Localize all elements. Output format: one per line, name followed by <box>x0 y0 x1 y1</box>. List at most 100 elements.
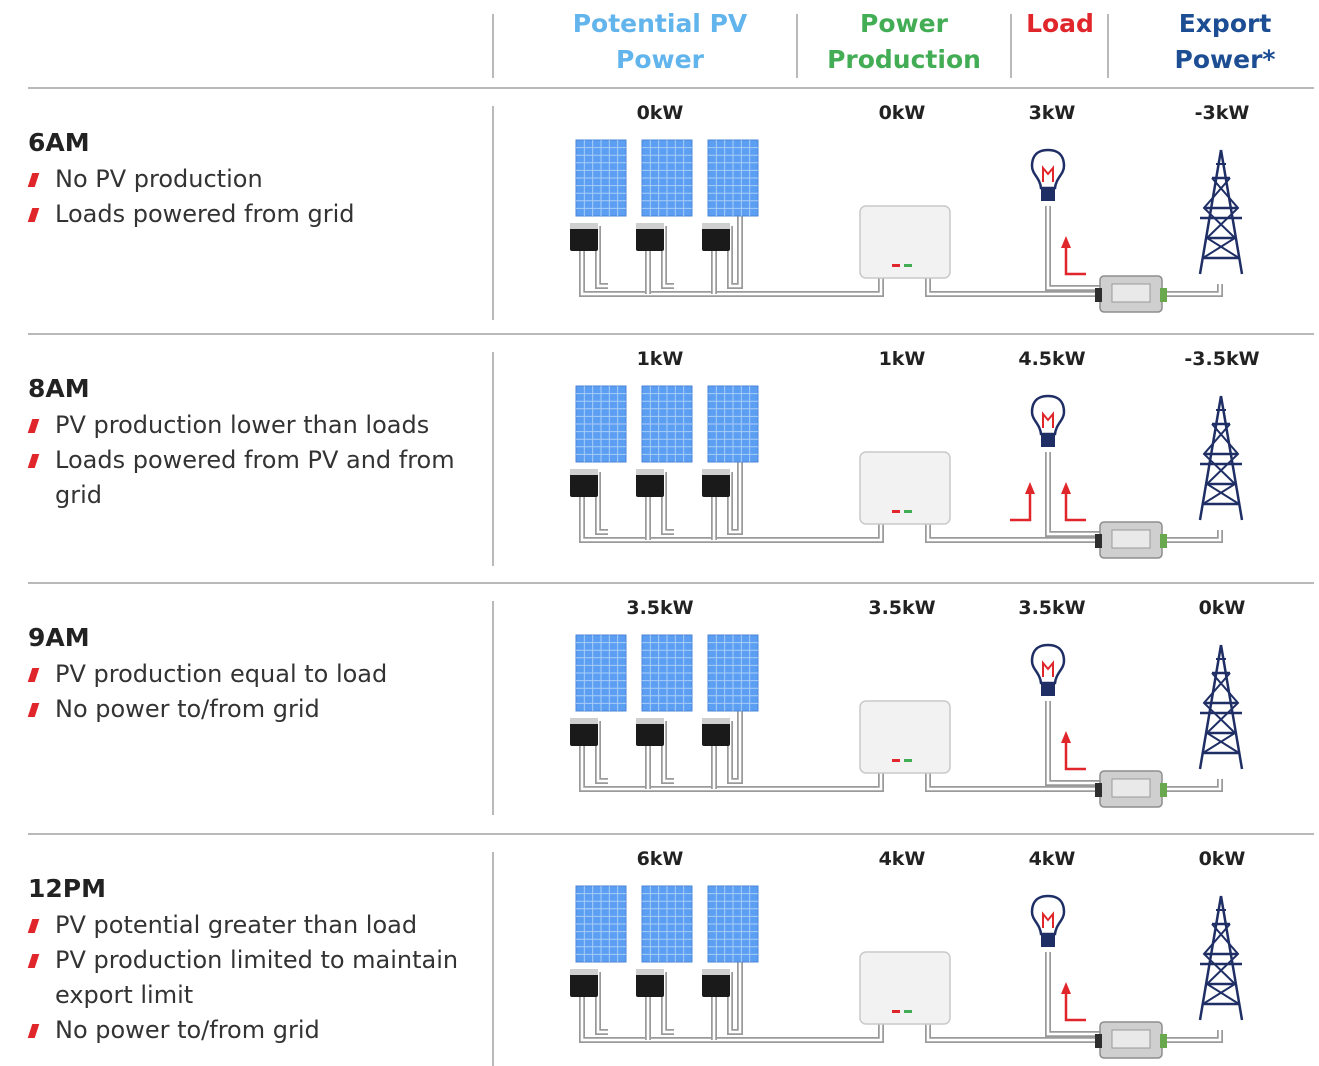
value-load: 3kW <box>1028 102 1076 124</box>
inverter-icon <box>859 951 951 1025</box>
inverter-icon <box>859 451 951 525</box>
wire <box>580 721 883 791</box>
value-potential: 0kW <box>636 102 684 124</box>
flow-arrow-icon <box>1061 236 1086 276</box>
bullet-marker-icon <box>27 668 40 682</box>
bullet-text: Loads powered from PV and from grid <box>55 446 455 509</box>
row-bullet-list: PV potential greater than load PV product… <box>27 908 468 1048</box>
row-vertical-divider <box>492 852 494 1066</box>
wire <box>595 721 608 784</box>
value-potential: 3.5kW <box>626 597 694 619</box>
solar-panel-icon <box>707 885 759 963</box>
solar-panel-icon <box>707 139 759 217</box>
row-bullet-list: No PV production Loads powered from grid <box>27 162 468 232</box>
energy-meter-icon <box>1095 275 1167 313</box>
wire <box>1160 1030 1222 1042</box>
transmission-tower-icon <box>1198 644 1244 770</box>
transmission-tower-icon <box>1198 395 1244 521</box>
energy-meter-icon <box>1095 1021 1167 1059</box>
solar-panel-icon <box>575 385 627 463</box>
wire <box>1045 206 1106 291</box>
value-export: 0kW <box>1198 597 1246 619</box>
bullet-text: PV potential greater than load <box>55 911 418 939</box>
wire <box>1046 206 1106 290</box>
bullet-text: PV production limited to maintain export… <box>55 946 459 1009</box>
bullet-item: PV potential greater than load <box>27 908 468 943</box>
power-optimizer-icon <box>570 223 598 251</box>
bullet-text: No power to/from grid <box>55 1016 320 1044</box>
wire <box>595 472 608 535</box>
power-optimizer-icon <box>570 969 598 997</box>
header-load: Load <box>1015 6 1105 42</box>
header-power-production: Power Production <box>814 6 994 78</box>
solar-panel-icon <box>641 139 693 217</box>
wire <box>1160 779 1223 792</box>
transmission-tower-icon <box>1198 149 1244 275</box>
bullet-marker-icon <box>27 703 40 717</box>
header-divider <box>492 14 494 78</box>
transmission-tower-icon <box>1198 895 1244 1021</box>
bullet-item: Loads powered from PV and from grid <box>27 443 468 513</box>
bullet-item: PV production equal to load <box>27 657 468 692</box>
header-export-line1: Export <box>1178 9 1272 38</box>
value-load: 3.5kW <box>1018 597 1086 619</box>
value-production: 4kW <box>878 848 926 870</box>
system-diagram <box>570 139 1244 313</box>
power-optimizer-icon <box>702 969 730 997</box>
wire <box>1045 452 1106 537</box>
wire <box>926 1024 1106 1042</box>
header-production-line2: Production <box>827 45 981 74</box>
row-bullet-list: PV production equal to load No power to/f… <box>27 657 468 727</box>
wire <box>926 524 1106 542</box>
light-bulb-icon <box>1030 394 1066 447</box>
wire <box>926 773 1106 791</box>
bullet-text: No PV production <box>55 165 263 193</box>
value-potential: 6kW <box>636 848 684 870</box>
bullet-item: PV production limited to maintain export… <box>27 943 468 1013</box>
system-diagram <box>570 634 1244 808</box>
header-potential-line1: Potential PV <box>572 9 748 38</box>
flow-arrow-icon <box>1061 982 1086 1022</box>
power-optimizer-icon <box>570 718 598 746</box>
solar-panel-icon <box>575 139 627 217</box>
solar-panel-icon <box>575 885 627 963</box>
row-divider <box>28 333 1314 335</box>
row-time-label: 9AM <box>28 623 90 652</box>
bullet-marker-icon <box>27 954 40 968</box>
row-vertical-divider <box>492 601 494 815</box>
light-bulb-icon <box>1030 894 1066 947</box>
bullet-item: No power to/from grid <box>27 1013 468 1048</box>
solar-panel-icon <box>641 885 693 963</box>
power-optimizer-icon <box>702 223 730 251</box>
inverter-icon <box>859 700 951 774</box>
header-export-line2: Power* <box>1174 45 1276 74</box>
wire <box>1160 284 1222 296</box>
bullet-marker-icon <box>27 919 40 933</box>
wire <box>580 226 883 296</box>
row-divider <box>28 87 1314 89</box>
value-export: 0kW <box>1198 848 1246 870</box>
power-optimizer-icon <box>636 718 664 746</box>
wire <box>1160 530 1222 542</box>
wire <box>1045 701 1106 786</box>
header-divider <box>1010 14 1012 78</box>
solar-panel-icon <box>641 385 693 463</box>
row-vertical-divider <box>492 106 494 320</box>
flow-arrow-icon <box>1061 482 1086 522</box>
wire <box>1046 952 1106 1036</box>
bullet-text: No power to/from grid <box>55 695 320 723</box>
value-production: 3.5kW <box>868 597 936 619</box>
power-optimizer-icon <box>702 718 730 746</box>
header-production-line1: Power <box>860 9 948 38</box>
energy-meter-icon <box>1095 521 1167 559</box>
bullet-marker-icon <box>27 419 40 433</box>
bullet-text: PV production equal to load <box>55 660 388 688</box>
row-divider <box>28 582 1314 584</box>
energy-meter-icon <box>1095 770 1167 808</box>
solar-panel-icon <box>707 385 759 463</box>
power-optimizer-icon <box>702 469 730 497</box>
header-export-power: Export Power* <box>1150 6 1300 78</box>
value-export: -3kW <box>1194 102 1250 124</box>
row-time-label: 8AM <box>28 374 90 403</box>
inverter-icon <box>859 205 951 279</box>
